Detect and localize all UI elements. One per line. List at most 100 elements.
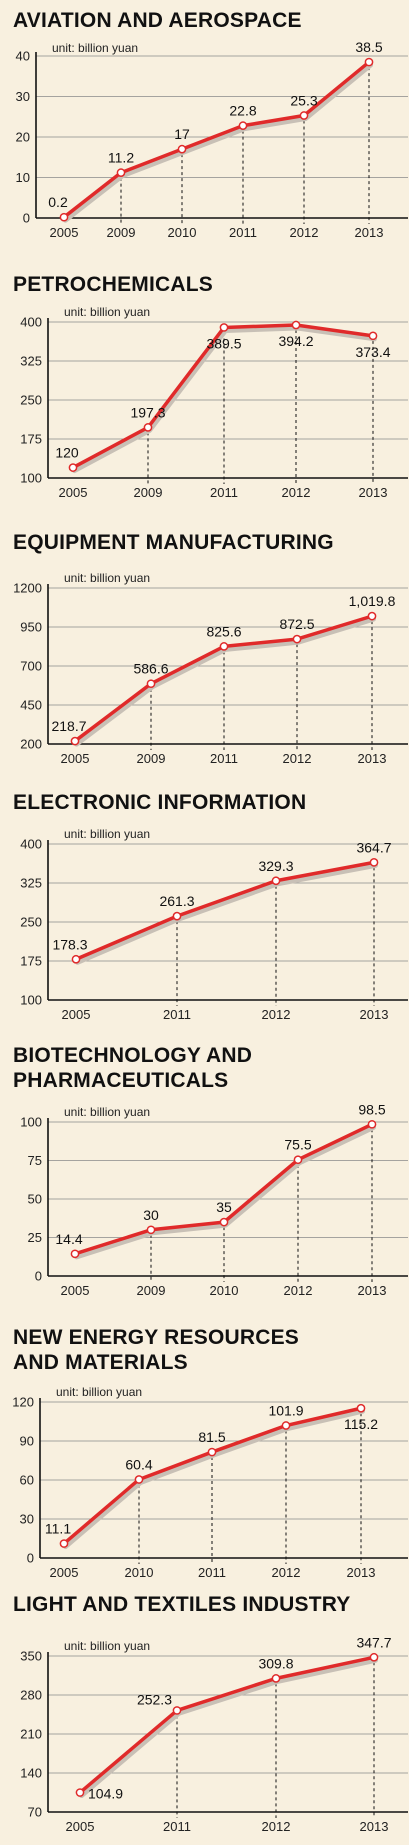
data-point bbox=[219, 1217, 229, 1227]
y-tick-label: 140 bbox=[20, 1766, 42, 1781]
data-label: 25.3 bbox=[290, 93, 317, 109]
x-tick-label: 2012 bbox=[282, 485, 311, 500]
unit-label: unit: billion yuan bbox=[64, 571, 150, 585]
data-label: 30 bbox=[143, 1207, 159, 1223]
line-chart: 200 450 700 950 1200 unit: billion yuan 2005 20… bbox=[13, 571, 408, 766]
x-tick-label: 2005 bbox=[61, 751, 90, 766]
data-label: 104.9 bbox=[88, 1786, 123, 1802]
series-line-shadow bbox=[75, 862, 378, 965]
chart-title: AVIATION AND AEROSPACE bbox=[13, 9, 302, 32]
data-point bbox=[219, 642, 229, 651]
data-point bbox=[143, 423, 153, 432]
y-tick-label: 0 bbox=[35, 1269, 42, 1284]
chart-title: ELECTRONIC INFORMATION bbox=[13, 791, 307, 814]
x-tick-label: 2005 bbox=[62, 1007, 91, 1022]
data-point bbox=[293, 1155, 303, 1165]
x-tick-label: 2013 bbox=[347, 1565, 376, 1580]
x-tick-label: 2013 bbox=[359, 485, 388, 500]
data-label: 38.5 bbox=[355, 39, 382, 55]
unit-label: unit: billion yuan bbox=[64, 1105, 150, 1119]
data-label: 115.2 bbox=[344, 1416, 378, 1432]
y-tick-label: 20 bbox=[16, 130, 30, 145]
y-tick-label: 350 bbox=[20, 1649, 42, 1664]
x-tick-label: 2011 bbox=[163, 1007, 191, 1022]
x-tick-label: 2013 bbox=[360, 1007, 389, 1022]
series-line bbox=[74, 860, 376, 962]
data-label: 218.7 bbox=[51, 718, 86, 734]
series-line bbox=[78, 1655, 376, 1795]
x-tick-label: 2012 bbox=[272, 1565, 301, 1580]
y-tick-label: 60 bbox=[20, 1473, 34, 1488]
x-tick-label: 2012 bbox=[290, 225, 319, 240]
x-tick-label: 2011 bbox=[198, 1565, 226, 1580]
y-tick-label: 280 bbox=[20, 1688, 42, 1703]
data-label: 11.1 bbox=[45, 1521, 71, 1537]
data-point bbox=[367, 1119, 377, 1129]
data-label: 101.9 bbox=[268, 1403, 303, 1419]
data-label: 75.5 bbox=[284, 1137, 311, 1153]
data-point bbox=[238, 121, 248, 131]
y-tick-label: 200 bbox=[20, 737, 42, 752]
y-tick-label: 25 bbox=[28, 1230, 42, 1245]
data-point bbox=[364, 57, 374, 67]
x-tick-label: 2005 bbox=[50, 225, 79, 240]
y-tick-label: 950 bbox=[20, 620, 42, 635]
line-chart: 0 10 20 30 40 unit: billion yuan 2005 2009 2010 2… bbox=[16, 39, 408, 240]
y-tick-label: 250 bbox=[20, 393, 42, 408]
data-point bbox=[146, 679, 156, 689]
x-tick-label: 2005 bbox=[59, 485, 88, 500]
unit-label: unit: billion yuan bbox=[56, 1385, 142, 1399]
series-line-shadow bbox=[79, 1657, 378, 1799]
x-tick-label: 2012 bbox=[284, 1283, 313, 1298]
data-label: 825.6 bbox=[206, 623, 241, 639]
data-point bbox=[70, 1249, 80, 1259]
x-tick-label: 2009 bbox=[134, 485, 163, 500]
data-label: 347.7 bbox=[356, 1634, 391, 1650]
data-point bbox=[271, 876, 281, 886]
data-point bbox=[292, 634, 302, 644]
data-point bbox=[172, 911, 182, 921]
y-tick-label: 400 bbox=[20, 315, 42, 330]
data-label: 98.5 bbox=[358, 1101, 385, 1117]
x-tick-label: 2010 bbox=[210, 1283, 239, 1298]
x-tick-label: 2012 bbox=[262, 1007, 291, 1022]
y-tick-label: 40 bbox=[16, 49, 30, 64]
data-label: 389.5 bbox=[206, 335, 241, 351]
x-tick-label: 2010 bbox=[168, 225, 197, 240]
y-tick-label: 700 bbox=[20, 659, 42, 674]
unit-label: unit: billion yuan bbox=[64, 1639, 150, 1653]
series-line bbox=[62, 60, 371, 219]
data-point bbox=[75, 1788, 85, 1797]
y-tick-label: 210 bbox=[20, 1727, 42, 1742]
data-point bbox=[207, 1447, 217, 1457]
y-tick-label: 325 bbox=[20, 354, 42, 369]
data-label: 1,019.8 bbox=[349, 593, 396, 609]
x-tick-label: 2005 bbox=[61, 1283, 90, 1298]
y-tick-label: 50 bbox=[28, 1192, 42, 1207]
y-tick-label: 250 bbox=[20, 915, 42, 930]
chart-title: BIOTECHNOLOGY AND PHARMACEUTICALS bbox=[13, 1044, 253, 1092]
y-tick-label: 30 bbox=[16, 89, 30, 104]
y-tick-label: 400 bbox=[20, 837, 42, 852]
data-label: 394.2 bbox=[278, 333, 313, 349]
x-tick-label: 2011 bbox=[163, 1819, 191, 1834]
line-chart: 70 140 210 280 350 unit: billion yuan 2005 2011… bbox=[20, 1634, 408, 1834]
data-point bbox=[70, 736, 80, 746]
chart-title: NEW ENERGY RESOURCES AND MATERIALS bbox=[13, 1326, 299, 1374]
y-tick-label: 100 bbox=[20, 993, 42, 1008]
y-tick-label: 120 bbox=[12, 1395, 34, 1410]
y-tick-label: 10 bbox=[16, 170, 30, 185]
y-tick-label: 175 bbox=[20, 954, 42, 969]
data-point bbox=[299, 111, 309, 120]
x-tick-label: 2013 bbox=[358, 751, 387, 766]
y-tick-label: 90 bbox=[20, 1434, 34, 1449]
data-point bbox=[219, 323, 229, 332]
data-point bbox=[71, 954, 81, 964]
data-point bbox=[369, 1652, 379, 1662]
x-tick-label: 2013 bbox=[358, 1283, 387, 1298]
data-point bbox=[134, 1475, 144, 1484]
y-tick-label: 100 bbox=[20, 471, 42, 486]
data-point bbox=[116, 168, 126, 177]
data-point bbox=[356, 1403, 366, 1413]
